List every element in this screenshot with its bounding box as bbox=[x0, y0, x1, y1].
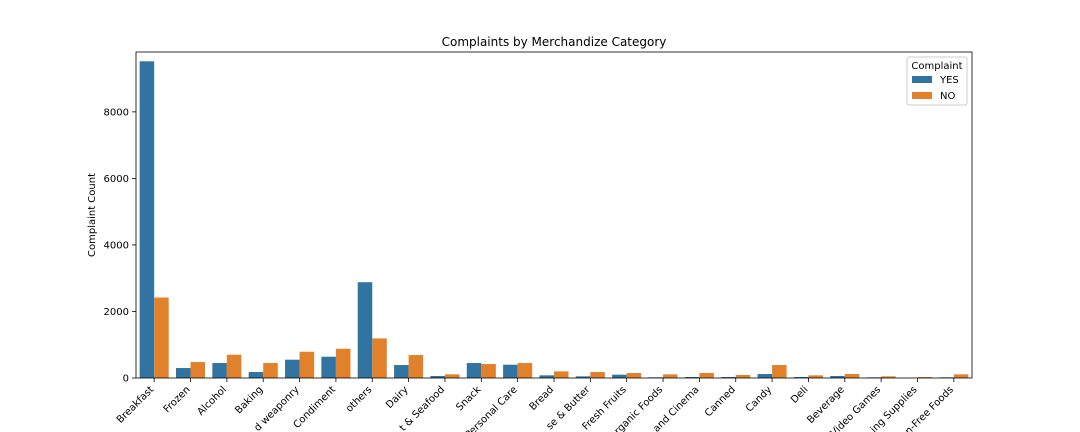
bar-no-6 bbox=[372, 338, 387, 378]
bar-no-21 bbox=[917, 377, 933, 378]
x-tick-label-11: Bread bbox=[528, 384, 557, 413]
y-axis: 0 2000 4000 6000 8000 bbox=[104, 107, 136, 385]
x-tick-label-2: Alcohol bbox=[195, 384, 229, 418]
x-tick-label-18: Deli bbox=[789, 384, 811, 406]
y-tick-label-2: 4000 bbox=[104, 240, 129, 251]
legend-label-no: NO bbox=[940, 91, 955, 102]
x-tick-label-6: others bbox=[344, 384, 374, 414]
bar-yes-3 bbox=[248, 372, 264, 378]
y-tick-label-3: 6000 bbox=[104, 174, 129, 185]
bar-yes-2 bbox=[212, 363, 227, 378]
bar-no-9 bbox=[481, 364, 496, 378]
legend-swatch-no bbox=[912, 92, 932, 99]
bar-yes-7 bbox=[394, 365, 409, 378]
bar-no-14 bbox=[663, 374, 678, 378]
bar-yes-19 bbox=[830, 376, 845, 378]
bar-yes-5 bbox=[321, 356, 336, 378]
x-tick-label-3: Baking bbox=[233, 384, 265, 416]
bar-yes-16 bbox=[721, 377, 736, 378]
bar-yes-4 bbox=[285, 359, 300, 378]
legend-title: Complaint bbox=[911, 61, 962, 72]
legend-label-yes: YES bbox=[939, 75, 959, 86]
bar-no-4 bbox=[299, 351, 315, 378]
legend-swatch-yes bbox=[912, 76, 932, 83]
x-tick-label-9: Snack bbox=[454, 384, 483, 413]
bar-no-10 bbox=[517, 363, 533, 378]
chart-title: Complaints by Merchandize Category bbox=[442, 35, 667, 49]
bar-no-20 bbox=[881, 376, 896, 378]
plot-frame bbox=[135, 51, 973, 379]
bar-no-19 bbox=[844, 374, 860, 378]
y-tick-label-1: 2000 bbox=[104, 307, 129, 318]
bar-no-12 bbox=[590, 372, 605, 378]
x-tick-label-7: Dairy bbox=[384, 384, 411, 411]
bar-yes-17 bbox=[757, 374, 773, 378]
bar-no-2 bbox=[226, 354, 242, 378]
bar-yes-13 bbox=[612, 374, 627, 378]
bar-no-13 bbox=[626, 373, 642, 378]
bar-yes-0 bbox=[139, 61, 155, 379]
bar-yes-12 bbox=[575, 376, 591, 378]
legend: Complaint YES NO bbox=[906, 56, 968, 106]
bar-no-5 bbox=[335, 348, 351, 378]
x-tick-label-0: Breakfast bbox=[115, 384, 156, 425]
y-tick-label-4: 8000 bbox=[104, 107, 129, 118]
bar-no-18 bbox=[808, 375, 823, 378]
bar-no-0 bbox=[154, 297, 169, 378]
y-tick-label-0: 0 bbox=[123, 374, 129, 385]
x-tick-label-17: Candy bbox=[744, 384, 774, 414]
x-tick-label-1: Frozen bbox=[162, 384, 193, 415]
bar-no-17 bbox=[772, 365, 787, 378]
y-axis-label: Complaint Count bbox=[87, 173, 98, 257]
bar-no-15 bbox=[699, 373, 714, 378]
bar-no-7 bbox=[408, 355, 424, 378]
bar-yes-1 bbox=[175, 368, 191, 378]
bar-yes-15 bbox=[684, 377, 700, 378]
bars-layer bbox=[139, 61, 969, 379]
bar-yes-11 bbox=[539, 375, 554, 378]
bar-no-1 bbox=[190, 362, 206, 378]
bar-no-16 bbox=[735, 375, 751, 378]
bar-no-11 bbox=[554, 371, 569, 378]
bar-no-8 bbox=[444, 374, 460, 378]
bar-yes-18 bbox=[793, 377, 809, 378]
bar-yes-9 bbox=[466, 363, 482, 378]
bar-no-3 bbox=[263, 363, 278, 378]
bar-yes-6 bbox=[357, 282, 373, 378]
bar-yes-8 bbox=[430, 376, 445, 378]
x-tick-label-16: Canned bbox=[703, 384, 738, 419]
bar-yes-10 bbox=[503, 364, 518, 378]
bar-no-22 bbox=[953, 374, 969, 378]
